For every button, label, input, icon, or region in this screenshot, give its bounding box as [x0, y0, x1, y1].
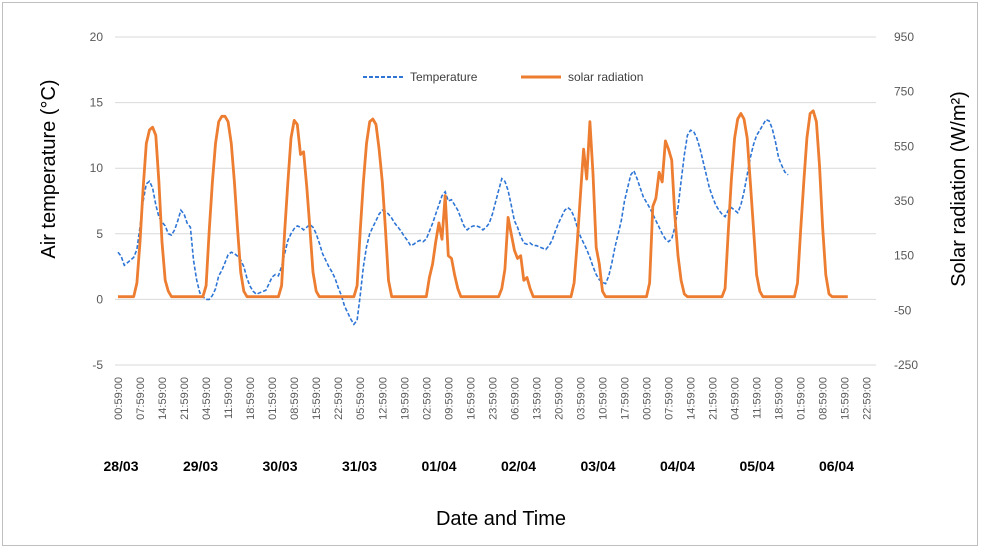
x-tick-label: 18:59:00 [774, 377, 786, 420]
right-tick-label: -50 [894, 303, 912, 317]
left-axis-ticks: -5 0 5 10 15 20 [90, 30, 104, 372]
x-tick-label: 23:59:00 [487, 377, 499, 420]
x-tick-label: 03:59:00 [575, 377, 587, 420]
right-tick-label: 150 [894, 249, 914, 263]
x-tick-label: 20:59:00 [553, 377, 565, 420]
left-tick-label: 20 [90, 30, 104, 44]
chart-frame: -5 0 5 10 15 20 -250 -50 150 350 550 750 950 00:59:… [2, 2, 978, 546]
y-axis-right-title: Solar radiation (W/m²) [948, 91, 970, 287]
date-label: 28/03 [103, 458, 138, 474]
right-axis-ticks: -250 -50 150 350 550 750 950 [894, 30, 918, 372]
right-tick-label: 550 [894, 139, 914, 153]
x-tick-label: 04:59:00 [201, 377, 213, 420]
x-tick-label: 06:59:00 [509, 377, 521, 420]
left-tick-label: 5 [96, 227, 103, 241]
gridlines [115, 36, 876, 366]
left-tick-label: 10 [90, 161, 104, 175]
x-tick-label: 02:59:00 [421, 377, 433, 420]
x-tick-label: 21:59:00 [179, 377, 191, 420]
x-tick-label: 17:59:00 [619, 377, 631, 420]
date-label: 03/04 [580, 458, 615, 474]
x-tick-label: 12:59:00 [377, 377, 389, 420]
series-line-temperature [117, 118, 789, 326]
x-tick-label: 00:59:00 [113, 377, 125, 420]
date-label: 02/04 [501, 458, 536, 474]
x-tick-label: 11:59:00 [752, 377, 764, 419]
date-label: 30/03 [262, 458, 297, 474]
legend: Temperature solar radiation [363, 70, 643, 84]
x-tick-label: 01:59:00 [267, 377, 279, 420]
right-tick-label: -250 [894, 358, 918, 372]
x-tick-label: 21:59:00 [708, 377, 720, 420]
left-tick-label: 15 [90, 96, 104, 110]
x-tick-label: 07:59:00 [664, 377, 676, 420]
x-tick-label: 04:59:00 [730, 377, 742, 420]
date-labels: 28/03 29/03 30/03 31/03 01/04 02/04 03/04 04/04… [103, 458, 854, 474]
x-tick-label: 18:59:00 [245, 377, 257, 420]
right-tick-label: 350 [894, 194, 914, 208]
date-label: 29/03 [183, 458, 218, 474]
x-tick-label: 07:59:00 [135, 377, 147, 420]
x-tick-label: 09:59:00 [443, 377, 455, 420]
x-axis-title: Date and Time [436, 508, 566, 530]
date-label: 01/04 [421, 458, 456, 474]
date-label: 05/04 [739, 458, 774, 474]
left-tick-label: 0 [96, 292, 103, 306]
x-tick-label: 11:59:00 [223, 377, 235, 419]
x-tick-label: 00:59:00 [642, 377, 654, 420]
date-label: 04/04 [660, 458, 695, 474]
x-tick-label: 19:59:00 [399, 377, 411, 420]
x-tick-label: 22:59:00 [862, 377, 874, 420]
x-tick-label: 01:59:00 [796, 377, 808, 420]
x-tick-label: 14:59:00 [157, 377, 169, 420]
x-tick-label: 15:59:00 [840, 377, 852, 420]
x-tick-label: 13:59:00 [531, 377, 543, 420]
left-tick-label: -5 [92, 358, 103, 372]
right-tick-label: 750 [894, 85, 914, 99]
date-label: 31/03 [342, 458, 377, 474]
x-tick-label: 15:59:00 [311, 377, 323, 420]
right-tick-label: 950 [894, 30, 914, 44]
x-axis-ticks: 00:59:00 07:59:00 14:59:00 21:59:00 04:59:00… [113, 377, 874, 420]
x-tick-label: 22:59:00 [333, 377, 345, 420]
date-label: 06/04 [819, 458, 854, 474]
series-line-solar-radiation [118, 109, 848, 299]
x-tick-label: 16:59:00 [465, 377, 477, 420]
legend-label-temperature: Temperature [410, 70, 478, 84]
x-tick-label: 10:59:00 [597, 377, 609, 420]
series-layer [117, 109, 848, 326]
y-axis-left-title: Air temperature (°C) [38, 79, 60, 258]
x-tick-label: 05:59:00 [355, 377, 367, 420]
x-tick-label: 08:59:00 [289, 377, 301, 420]
x-tick-label: 08:59:00 [818, 377, 830, 420]
legend-label-solar-radiation: solar radiation [568, 70, 643, 84]
x-tick-label: 14:59:00 [686, 377, 698, 420]
